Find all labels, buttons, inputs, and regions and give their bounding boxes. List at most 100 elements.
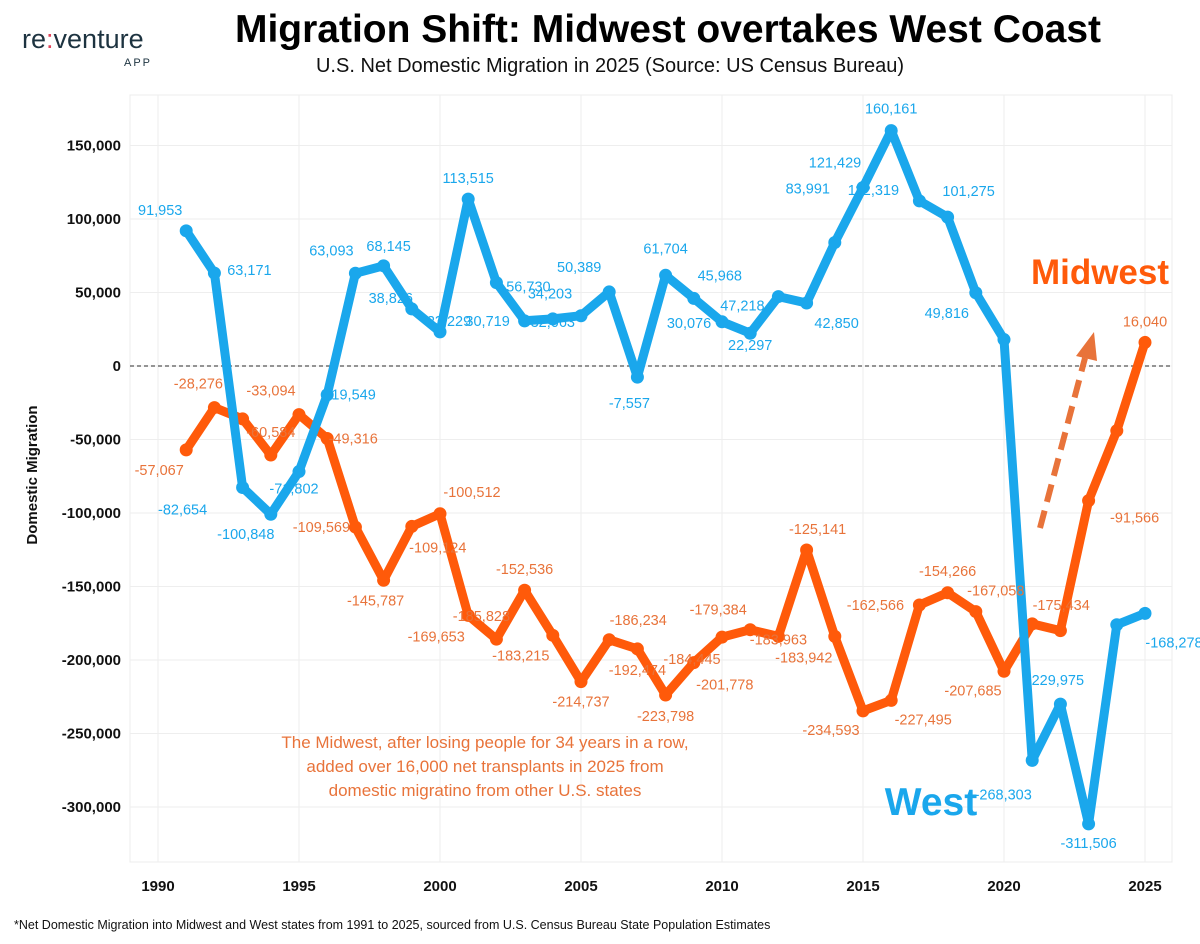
midwest-data-label: -214,737 [552, 695, 609, 711]
west-point [715, 315, 729, 329]
west-data-label: 113,515 [443, 171, 494, 187]
midwest-data-label: -169,653 [408, 629, 465, 645]
x-tick-label: 1990 [141, 878, 174, 895]
west-point [969, 286, 983, 300]
west-point [461, 192, 475, 206]
x-tick-label: 2015 [846, 878, 879, 895]
midwest-point [771, 629, 785, 643]
x-tick-label: 2025 [1128, 878, 1161, 895]
midwest-point [856, 704, 870, 718]
footnote: *Net Domestic Migration into Midwest and… [14, 918, 770, 932]
west-point [743, 326, 757, 340]
midwest-data-label: -185,828 [453, 609, 510, 625]
midwest-data-label: -162,566 [847, 598, 904, 614]
west-data-label: 160,161 [865, 102, 917, 118]
x-tick-label: 2010 [705, 878, 738, 895]
midwest-data-label: -154,266 [919, 564, 976, 580]
west-point [207, 266, 221, 280]
west-data-label: 34,203 [528, 287, 572, 303]
y-tick-label: -300,000 [62, 799, 121, 816]
west-data-label: -168,278 [1145, 635, 1200, 651]
west-point [1138, 606, 1152, 620]
west-data-label: 121,429 [809, 155, 861, 171]
midwest-point [997, 664, 1011, 678]
midwest-data-label: -175,434 [1033, 598, 1090, 614]
midwest-point [1138, 335, 1152, 349]
midwest-point [912, 598, 926, 612]
midwest-point [574, 675, 588, 689]
midwest-data-label: -60,584 [246, 425, 295, 441]
midwest-data-label: -49,316 [329, 431, 378, 447]
midwest-point [405, 519, 419, 533]
y-tick-label: 50,000 [75, 285, 121, 302]
west-point [320, 388, 334, 402]
midwest-point [207, 401, 221, 415]
midwest-point [602, 633, 616, 647]
west-data-label: 112,319 [848, 183, 899, 199]
y-tick-label: -250,000 [62, 726, 121, 743]
midwest-point [264, 448, 278, 462]
y-tick-label: -50,000 [70, 432, 121, 449]
logo-sub: APP [124, 57, 152, 69]
midwest-point [433, 507, 447, 521]
midwest-point [461, 608, 475, 622]
y-axis-label: Domestic Migration [24, 405, 41, 544]
west-point [687, 291, 701, 305]
west-data-label: 56,730 [506, 280, 550, 296]
midwest-data-label: -183,215 [492, 648, 549, 664]
west-point [1110, 618, 1124, 632]
west-data-label: -19,549 [327, 388, 376, 404]
x-tick-label: 1995 [282, 878, 315, 895]
west-point [941, 210, 955, 224]
west-data-label: -100,848 [217, 527, 274, 543]
west-point [630, 370, 644, 384]
west-point [348, 266, 362, 280]
midwest-data-label: -201,778 [696, 678, 753, 694]
midwest-point [1082, 494, 1096, 508]
chart-title: Migration Shift: Midwest overtakes West … [235, 8, 1101, 51]
midwest-point [1110, 424, 1124, 438]
midwest-point [687, 656, 701, 670]
midwest-point [659, 688, 673, 702]
west-data-label: 47,218 [720, 299, 764, 315]
west-data-label: -268,303 [975, 787, 1032, 803]
midwest-data-label: -186,234 [610, 613, 667, 629]
west-point [856, 180, 870, 194]
midwest-data-label: -28,276 [174, 377, 223, 393]
midwest-data-label: -33,094 [246, 384, 295, 400]
west-point [574, 309, 588, 323]
west-point [292, 465, 306, 479]
x-tick-label: 2005 [564, 878, 597, 895]
midwest-point [630, 642, 644, 656]
midwest-point [1025, 617, 1039, 631]
west-data-label: 42,850 [814, 316, 858, 332]
series-midwest [179, 335, 1152, 718]
midwest-point [489, 632, 503, 646]
west-point [236, 481, 250, 495]
west-data-label: 49,816 [925, 306, 969, 322]
midwest-point [179, 443, 193, 457]
west-point [884, 124, 898, 138]
west-data-label: 63,171 [227, 263, 271, 279]
midwest-point [941, 586, 955, 600]
x-tick-label: 2020 [987, 878, 1020, 895]
west-data-label: 91,953 [138, 203, 182, 219]
annotation-note: The Midwest, after losing people for 34 … [281, 733, 688, 800]
midwest-point [348, 520, 362, 534]
west-point [602, 285, 616, 299]
midwest-point [1053, 624, 1067, 638]
west-point [1082, 817, 1096, 831]
west-data-label: 83,991 [786, 182, 830, 198]
midwest-data-label: -100,512 [443, 485, 500, 501]
trend-arrow-head [1076, 332, 1097, 361]
west-point [518, 314, 532, 328]
west-point [912, 194, 926, 208]
west-point [377, 259, 391, 273]
midwest-data-label: -234,593 [802, 723, 859, 739]
midwest-point [800, 543, 814, 557]
west-point [546, 312, 560, 326]
annotation-line: The Midwest, after losing people for 34 … [281, 733, 688, 752]
midwest-data-label: -57,067 [135, 463, 184, 479]
west-data-label: 50,389 [557, 260, 601, 276]
